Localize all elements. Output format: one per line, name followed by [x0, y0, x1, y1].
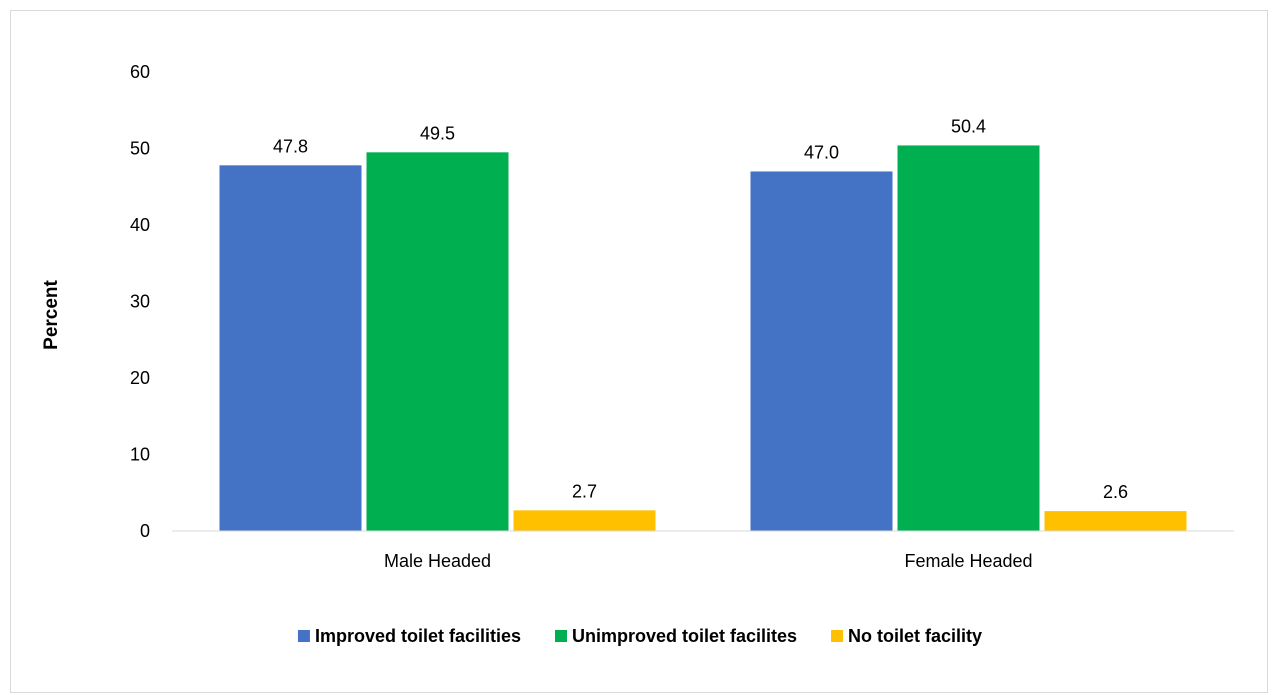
y-tick-label: 60	[130, 62, 150, 82]
y-axis-title: Percent	[41, 279, 62, 349]
data-label: 47.8	[273, 136, 308, 156]
y-tick-label: 0	[140, 521, 150, 541]
data-label: 2.6	[1103, 482, 1128, 502]
legend-swatch	[297, 630, 310, 642]
category-labels: Male Headed Female Headed	[384, 551, 1033, 571]
data-labels: 47.8 49.5 2.7 47.0 50.4 2.6	[273, 116, 1128, 502]
data-label: 50.4	[951, 116, 986, 136]
x-category-label: Female Headed	[904, 551, 1032, 571]
data-label: 2.7	[572, 481, 597, 501]
legend-label: No toilet facility	[848, 626, 982, 646]
y-axis-ticks: 0 10 20 30 40 50 60	[130, 62, 150, 541]
y-tick-label: 10	[130, 445, 150, 465]
bar	[366, 152, 509, 531]
data-label: 49.5	[420, 123, 455, 143]
bar	[219, 165, 362, 531]
legend-label: Unimproved toilet facilites	[572, 626, 797, 646]
y-tick-label: 40	[130, 215, 150, 235]
legend: Improved toilet facilities Unimproved toi…	[297, 626, 982, 646]
bars	[219, 145, 1187, 531]
legend-swatch	[831, 630, 844, 642]
bar	[1044, 511, 1187, 531]
legend-swatch	[555, 630, 567, 642]
y-tick-label: 20	[130, 368, 150, 388]
legend-label: Improved toilet facilities	[315, 626, 521, 646]
y-tick-label: 50	[130, 139, 150, 159]
data-label: 47.0	[804, 142, 839, 162]
bar	[513, 510, 656, 531]
y-tick-label: 30	[130, 292, 150, 312]
x-category-label: Male Headed	[384, 551, 491, 571]
bar	[750, 171, 893, 531]
bar	[897, 145, 1040, 531]
